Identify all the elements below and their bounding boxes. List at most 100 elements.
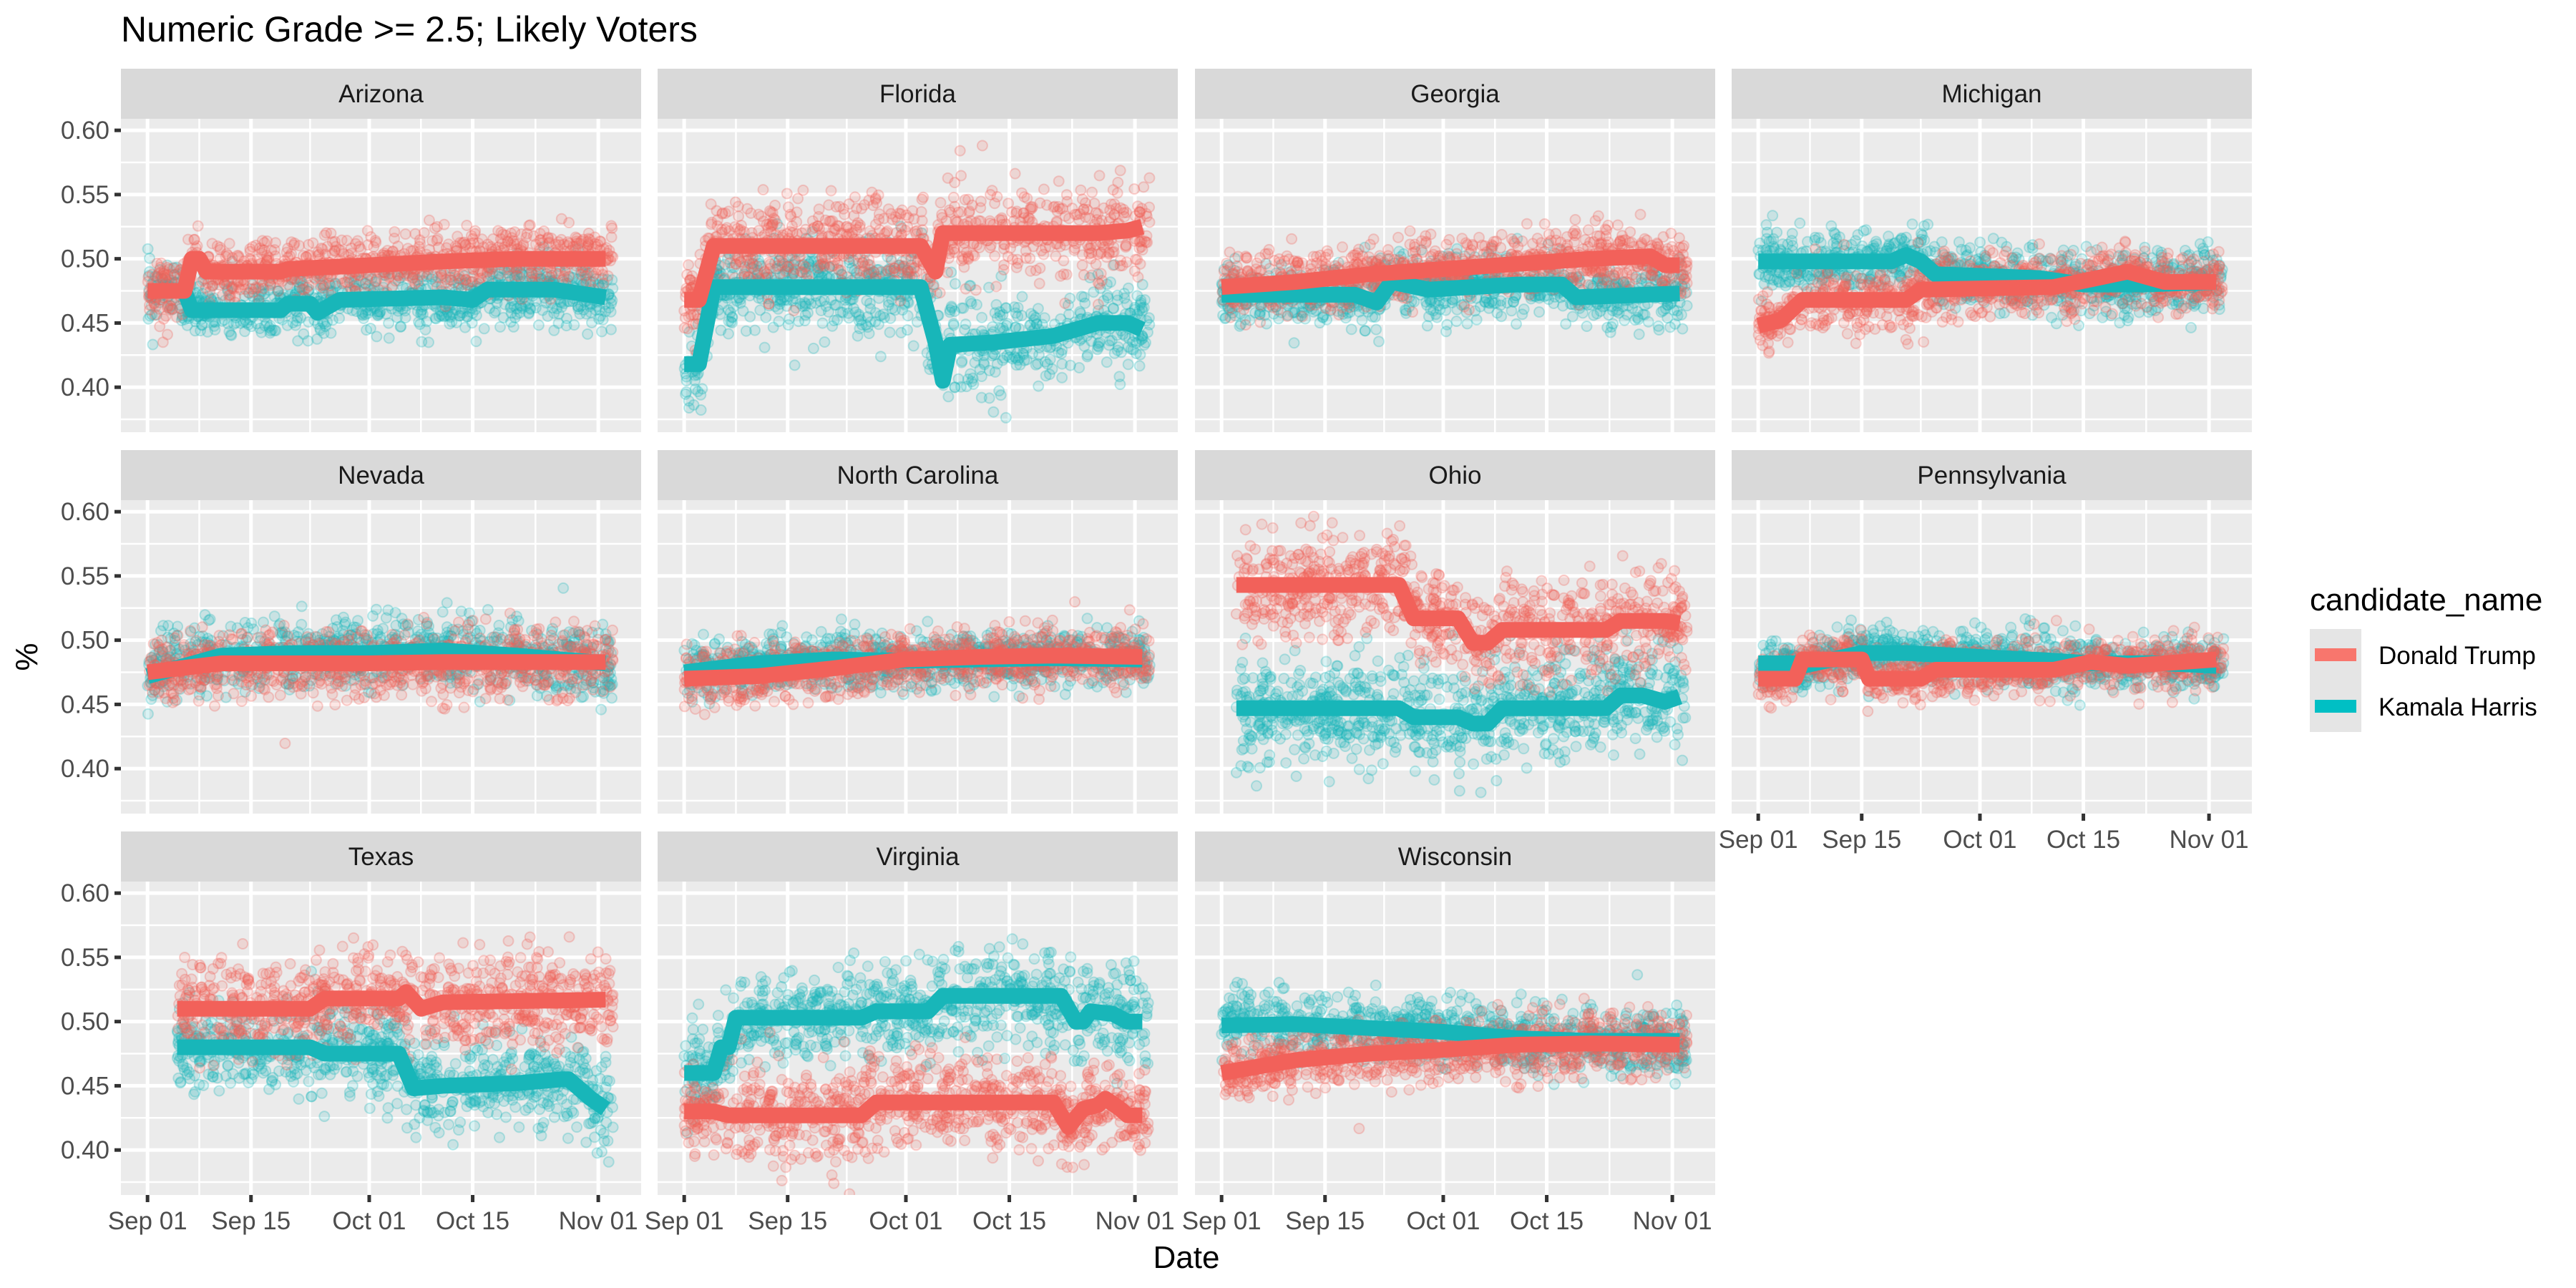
poll-point-kamala-harris xyxy=(582,267,595,279)
poll-point-donald-trump xyxy=(449,269,461,281)
poll-point-kamala-harris xyxy=(481,270,493,283)
poll-point-kamala-harris xyxy=(149,270,161,283)
poll-point-kamala-harris xyxy=(942,391,955,403)
poll-point-kamala-harris xyxy=(326,314,338,326)
poll-point-donald-trump xyxy=(250,283,262,295)
poll-point-donald-trump xyxy=(161,262,173,273)
poll-point-donald-trump xyxy=(542,237,555,249)
poll-point-donald-trump xyxy=(464,275,476,288)
poll-point-donald-trump xyxy=(570,231,582,243)
poll-point-kamala-harris xyxy=(374,308,385,320)
poll-point-donald-trump xyxy=(764,263,776,275)
poll-point-kamala-harris xyxy=(1370,323,1382,336)
poll-point-kamala-harris xyxy=(450,316,462,328)
poll-point-donald-trump xyxy=(1075,184,1087,196)
poll-point-donald-trump xyxy=(153,268,165,279)
poll-point-kamala-harris xyxy=(416,270,429,283)
poll-point-kamala-harris xyxy=(563,270,575,283)
poll-point-kamala-harris xyxy=(295,312,307,324)
poll-point-donald-trump xyxy=(1040,199,1053,211)
poll-point-donald-trump xyxy=(413,240,425,253)
poll-point-donald-trump xyxy=(189,233,200,245)
poll-point-donald-trump xyxy=(318,279,331,291)
facet-panel-florida: Florida xyxy=(658,69,1191,432)
poll-point-kamala-harris xyxy=(522,297,535,309)
poll-point-kamala-harris xyxy=(1012,301,1024,313)
poll-point-donald-trump xyxy=(1092,298,1104,311)
poll-point-donald-trump xyxy=(313,248,325,260)
poll-point-donald-trump xyxy=(550,267,562,279)
poll-point-donald-trump xyxy=(324,279,336,291)
poll-point-kamala-harris xyxy=(225,328,237,341)
poll-point-kamala-harris xyxy=(1133,305,1146,317)
poll-point-donald-trump xyxy=(165,303,177,314)
poll-point-kamala-harris xyxy=(1664,321,1677,333)
poll-point-donald-trump xyxy=(146,268,158,280)
poll-point-donald-trump xyxy=(884,263,897,275)
poll-point-donald-trump xyxy=(555,213,567,225)
poll-point-kamala-harris xyxy=(356,308,368,320)
poll-point-kamala-harris xyxy=(374,306,386,318)
poll-point-kamala-harris xyxy=(314,324,326,336)
poll-point-kamala-harris xyxy=(470,336,482,348)
poll-point-donald-trump xyxy=(161,269,173,281)
poll-point-kamala-harris xyxy=(317,287,329,299)
poll-point-donald-trump xyxy=(934,287,946,299)
poll-point-kamala-harris xyxy=(945,301,957,313)
poll-point-donald-trump xyxy=(1582,224,1594,236)
poll-point-kamala-harris xyxy=(291,315,303,327)
poll-point-donald-trump xyxy=(1404,225,1416,237)
poll-point-kamala-harris xyxy=(864,303,877,315)
poll-point-kamala-harris xyxy=(456,274,468,286)
poll-point-kamala-harris xyxy=(1470,313,1483,326)
poll-point-kamala-harris xyxy=(1113,371,1126,383)
poll-point-donald-trump xyxy=(206,238,218,250)
poll-point-kamala-harris xyxy=(430,313,442,325)
poll-point-kamala-harris xyxy=(457,278,469,291)
poll-point-kamala-harris xyxy=(202,326,214,338)
poll-point-kamala-harris xyxy=(537,304,549,316)
poll-point-donald-trump xyxy=(150,301,162,313)
poll-point-donald-trump xyxy=(1118,210,1131,223)
poll-point-kamala-harris xyxy=(1041,358,1053,370)
poll-point-donald-trump xyxy=(155,257,167,269)
facet-strip xyxy=(658,69,1178,119)
poll-point-kamala-harris xyxy=(1081,351,1093,363)
poll-point-donald-trump xyxy=(431,220,443,233)
poll-point-kamala-harris xyxy=(318,327,330,339)
y-tick-label: 0.45 xyxy=(61,309,109,337)
poll-point-kamala-harris xyxy=(454,310,466,322)
poll-point-donald-trump xyxy=(502,235,514,248)
poll-point-donald-trump xyxy=(436,272,448,283)
poll-point-kamala-harris xyxy=(1101,356,1113,369)
poll-point-donald-trump xyxy=(151,258,163,270)
poll-point-donald-trump xyxy=(144,299,155,311)
poll-point-kamala-harris xyxy=(343,277,356,288)
poll-point-kamala-harris xyxy=(1369,311,1381,323)
poll-point-donald-trump xyxy=(521,228,533,240)
poll-point-kamala-harris xyxy=(238,290,250,302)
poll-point-kamala-harris xyxy=(254,323,266,334)
poll-point-kamala-harris xyxy=(1101,289,1113,301)
poll-point-donald-trump xyxy=(499,229,512,241)
poll-point-kamala-harris xyxy=(421,270,433,283)
poll-point-donald-trump xyxy=(789,255,801,267)
poll-point-donald-trump xyxy=(167,262,179,274)
poll-point-donald-trump xyxy=(1569,214,1581,225)
poll-point-donald-trump xyxy=(457,237,469,249)
poll-point-donald-trump xyxy=(448,277,460,288)
poll-point-kamala-harris xyxy=(723,328,734,340)
poll-point-kamala-harris xyxy=(297,280,309,292)
facet-strip-label: Arizona xyxy=(338,80,424,108)
poll-point-donald-trump xyxy=(149,309,161,321)
poll-point-kamala-harris xyxy=(1133,360,1146,372)
poll-point-donald-trump xyxy=(584,233,596,245)
poll-point-kamala-harris xyxy=(302,335,314,347)
poll-point-kamala-harris xyxy=(1143,318,1156,331)
poll-point-kamala-harris xyxy=(605,298,618,310)
poll-point-kamala-harris xyxy=(509,312,521,323)
poll-point-donald-trump xyxy=(542,233,554,245)
poll-point-kamala-harris xyxy=(811,260,824,271)
poll-point-donald-trump xyxy=(534,228,546,240)
